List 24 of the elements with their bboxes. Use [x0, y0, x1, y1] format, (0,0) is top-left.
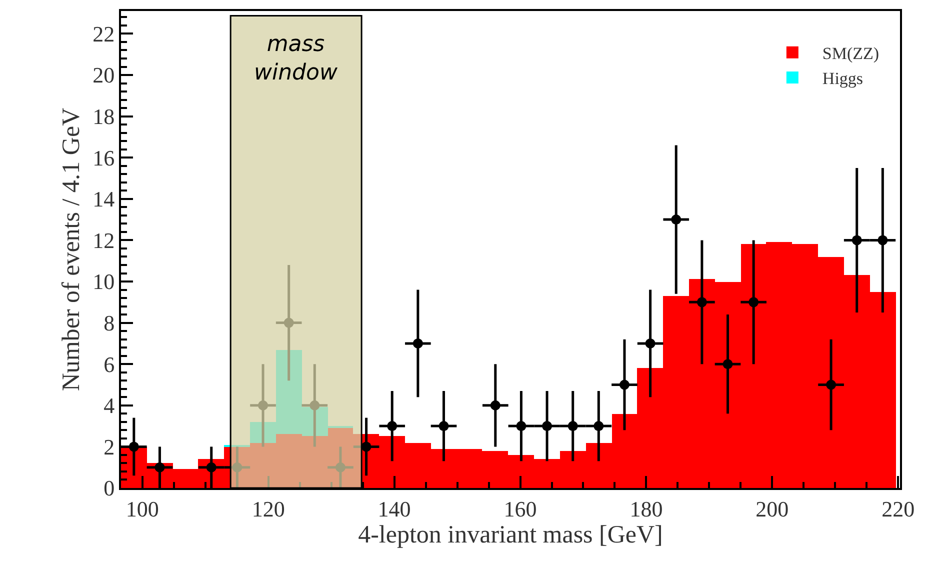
y-tick-label: 4	[104, 393, 115, 418]
y-tick-label: 18	[92, 104, 115, 130]
band-label: mass window	[254, 32, 338, 86]
x-tick-label: 180	[630, 496, 663, 522]
x-axis-title: 4-lepton invariant mass [GeV]	[358, 521, 663, 548]
y-tick-label: 2	[104, 434, 115, 460]
y-tick-label: 22	[92, 21, 115, 46]
y-tick-label: 16	[92, 145, 115, 170]
y-axis-title: Number of events / 4.1 GeV	[58, 108, 85, 392]
y-tick-label: 6	[104, 352, 115, 377]
x-tick-label: 160	[504, 496, 537, 522]
x-tick-label: 140	[378, 496, 411, 522]
x-tick-label: 100	[126, 496, 159, 522]
legend-label: Higgs	[822, 69, 864, 88]
y-tick-label: 12	[92, 228, 115, 253]
y-tick-label: 20	[92, 62, 115, 88]
x-tick-label: 200	[756, 496, 789, 522]
y-tick-label: 8	[104, 310, 115, 336]
x-tick-label: 220	[882, 496, 915, 522]
legend-label: SM(ZZ)	[822, 44, 880, 64]
y-tick-label: 0	[104, 476, 115, 501]
y-tick-label: 10	[92, 269, 115, 294]
x-tick-label: 120	[252, 496, 285, 522]
y-tick-label: 14	[92, 186, 115, 212]
